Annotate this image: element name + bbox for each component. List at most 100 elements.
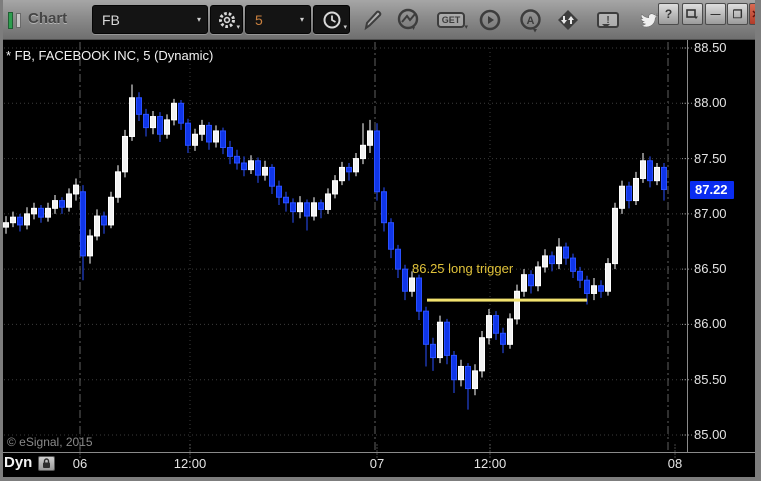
chat-notes-button[interactable]: ! — [594, 7, 622, 33]
chevron-down-icon: ▾ — [299, 15, 304, 24]
symbol-combo[interactable]: FB ▾ — [92, 5, 208, 34]
window-title: Chart — [28, 10, 68, 27]
candle-body — [528, 274, 534, 287]
price-tag-arrow — [681, 180, 695, 199]
candle-body — [640, 160, 646, 179]
candle-body — [647, 160, 653, 182]
candle-body — [346, 166, 352, 173]
alerts-button[interactable]: A — [516, 7, 544, 33]
restore-menu-button[interactable] — [682, 3, 703, 25]
candle-body — [486, 315, 492, 339]
twitter-share-button[interactable] — [634, 10, 662, 36]
esignal-watermark: © eSignal, 2015 — [7, 435, 93, 449]
candlestick-chart[interactable] — [0, 40, 761, 481]
candle-body — [206, 124, 212, 143]
candle-body — [395, 248, 401, 270]
candle-body — [542, 255, 548, 268]
chevron-down-icon: ▾ — [196, 15, 201, 24]
candle-body — [437, 321, 443, 359]
candle-body — [570, 257, 576, 272]
price-axis-label: 87.50 — [694, 150, 727, 166]
time-axis-label: 12:00 — [173, 456, 207, 471]
candle-body — [374, 130, 380, 193]
candle-body — [59, 200, 65, 208]
candle-body — [591, 285, 597, 294]
candle-body — [619, 185, 625, 209]
candle-body — [80, 191, 86, 257]
candle-body — [514, 290, 520, 320]
candle-body — [549, 255, 555, 265]
candle-body — [654, 166, 660, 182]
candle-body — [185, 122, 191, 146]
bubble-mark: ! — [606, 15, 610, 26]
candle-body — [584, 279, 590, 294]
chart-title: * FB, FACEBOOK INC, 5 (Dynamic) — [6, 48, 214, 63]
close-button[interactable]: ✕ — [749, 3, 755, 25]
long-trigger-annotation[interactable]: 86.25 long trigger — [412, 261, 514, 276]
pencil-icon — [364, 10, 382, 31]
candle-body — [17, 216, 23, 226]
candle-body — [143, 113, 149, 129]
candle-body — [598, 285, 604, 292]
get-icon: GET — [436, 12, 466, 28]
time-axis-label: 06 — [72, 456, 88, 471]
time-axis-label: 12:00 — [473, 456, 507, 471]
candle-body — [521, 274, 527, 292]
candle-body — [178, 102, 184, 124]
chart-bars-icon — [8, 12, 24, 29]
candle-body — [416, 277, 422, 312]
chart-region: * FB, FACEBOOK INC, 5 (Dynamic) © eSigna… — [0, 40, 761, 481]
candle-body — [45, 207, 51, 218]
candle-body — [353, 158, 359, 173]
candle-body — [409, 277, 415, 292]
candle-body — [360, 144, 366, 160]
trendline-icon — [397, 8, 419, 30]
candle-body — [451, 354, 457, 381]
candle-body — [136, 97, 142, 115]
candle-body — [66, 193, 72, 208]
trendline-tool-button[interactable] — [394, 7, 422, 33]
price-axis-label: 86.00 — [694, 316, 727, 332]
draw-pencil-button[interactable] — [358, 7, 386, 33]
candle-body — [199, 124, 205, 135]
last-price-value: 87.22 — [695, 182, 728, 198]
minimize-button[interactable]: — — [705, 3, 726, 25]
price-axis-label: 85.00 — [694, 426, 727, 442]
candle-body — [388, 222, 394, 250]
candle-body — [339, 166, 345, 182]
time-templates-button[interactable]: ▾ — [313, 5, 350, 34]
toolbar: Chart FB ▾ ▾ 5 ▾ ▾ — [3, 0, 755, 40]
candle-body — [129, 97, 135, 137]
trigger-line[interactable] — [427, 298, 587, 302]
dynamic-mode-label: Dyn — [4, 454, 33, 471]
candle-body — [612, 207, 618, 265]
scale-lock-button[interactable] — [38, 456, 55, 471]
candle-body — [311, 202, 317, 217]
twitter-bird-icon — [640, 13, 659, 28]
lock-icon — [43, 458, 50, 468]
candle-body — [3, 222, 9, 228]
get-data-button[interactable]: GET ▾ — [434, 7, 468, 33]
maximize-button[interactable]: ❐ — [727, 3, 748, 25]
candle-body — [430, 343, 436, 359]
candle-body — [458, 365, 464, 381]
settings-gear-button[interactable]: ▾ — [210, 5, 243, 34]
candle-body — [633, 177, 639, 202]
interval-combo[interactable]: 5 ▾ — [245, 5, 311, 34]
candle-body — [577, 270, 583, 281]
candle-body — [24, 213, 30, 226]
candle-body — [283, 196, 289, 204]
chevron-down-icon: ▾ — [236, 24, 240, 31]
candle-body — [87, 235, 93, 257]
help-button[interactable]: ? — [658, 3, 679, 25]
clock-icon — [323, 11, 340, 28]
candle-body — [290, 202, 296, 213]
replay-play-button[interactable] — [476, 7, 504, 33]
compare-swap-button[interactable] — [554, 7, 582, 33]
candle-body — [220, 130, 226, 149]
candle-body — [556, 246, 562, 265]
chevron-down-icon: ▾ — [464, 24, 468, 31]
window-restore-icon — [686, 8, 698, 19]
candle-body — [297, 202, 303, 213]
chevron-down-icon: ▾ — [343, 24, 347, 31]
